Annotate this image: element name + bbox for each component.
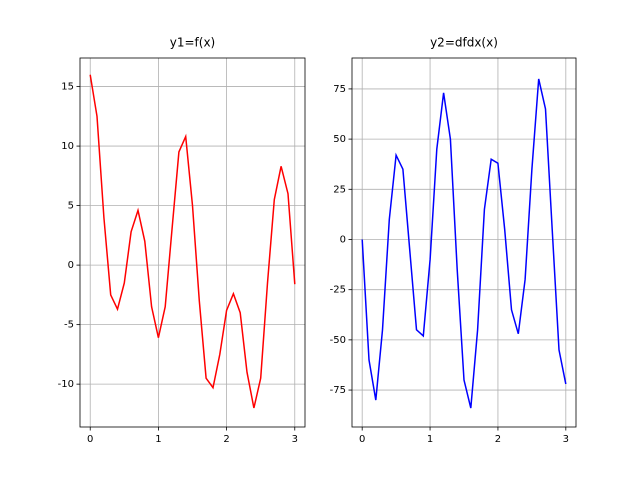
axes-frame: [79, 57, 306, 428]
y-tick-label: 10: [61, 141, 74, 152]
y-tick-label: 25: [333, 184, 346, 195]
x-tick-label: 2: [223, 434, 229, 445]
axes-frame: [351, 57, 577, 428]
x-tick-label: 3: [292, 434, 298, 445]
y-tick-label: 15: [61, 82, 74, 93]
x-tick-label: 1: [427, 434, 433, 445]
subplot-title: y2=dfdx(x): [430, 36, 498, 50]
x-tick-label: 0: [359, 434, 365, 445]
y-tick-label: 50: [333, 134, 346, 145]
y-tick-label: -50: [330, 335, 346, 346]
y-tick-label: 5: [68, 201, 74, 212]
y-tick-label: 0: [68, 260, 74, 271]
y-tick-label: -75: [330, 385, 346, 396]
x-tick-label: 2: [495, 434, 501, 445]
x-tick-label: 1: [155, 434, 161, 445]
data-line: [89, 74, 296, 409]
x-tick-label: 0: [87, 434, 93, 445]
y-tick-label: -5: [64, 320, 74, 331]
subplot-title: y1=f(x): [170, 36, 215, 50]
y-tick-label: 75: [333, 84, 346, 95]
data-line: [361, 78, 567, 409]
y-tick-label: -25: [330, 285, 346, 296]
y-tick-label: 0: [340, 234, 346, 245]
x-tick-label: 3: [563, 434, 569, 445]
y-tick-label: -10: [58, 379, 74, 390]
